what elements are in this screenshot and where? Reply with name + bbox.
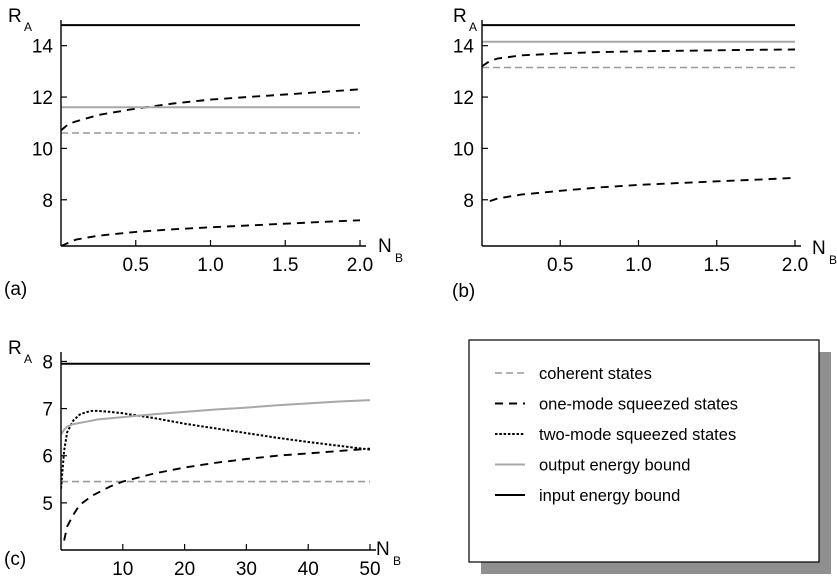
panel-b-label: (b) — [452, 281, 475, 302]
panel-a: 8 10 12 14 0.5 1.0 1.5 2.0 R A NB (a) — [4, 6, 403, 300]
panel-a-series-one-mode-1 — [61, 219, 361, 246]
legend-box — [468, 339, 820, 563]
panel-a-x-label-sub: B — [395, 251, 403, 265]
panel-b-series-one-mode-2 — [482, 48, 796, 67]
panel-a-y-tick-label: 8 — [42, 191, 53, 212]
panel-c-y-tick-label: 6 — [42, 447, 53, 468]
panel-c-label: (c) — [4, 549, 26, 570]
panel-c-y-tick-label: 5 — [42, 494, 53, 515]
legend-label-one-mode: one-mode squeezed states — [539, 396, 738, 414]
legend-label-input: input energy bound — [539, 487, 680, 505]
panel-b: 8 10 12 14 0.5 1.0 1.5 2.0 R A NB (b) — [452, 6, 837, 302]
panel-a-series — [61, 24, 361, 246]
legend-label-coherent: coherent states — [539, 365, 652, 383]
panel-a-y-label-sub: A — [24, 20, 32, 34]
panel-b-y-label: R — [453, 6, 467, 27]
panel-c-x-tick-label: 30 — [236, 559, 257, 576]
panel-b-y-tick-label: 8 — [463, 191, 474, 212]
panel-c-y-tick-label: 8 — [42, 352, 53, 373]
panel-c-x-label-sub: B — [393, 554, 401, 568]
panel-a-x-tick-label: 0.5 — [123, 255, 149, 276]
panel-c-y-label-sub: A — [24, 352, 32, 366]
panel-c-series-output-3 — [61, 399, 371, 436]
panel-c: 5 6 7 8 10 20 30 40 50 R A NB (c) — [4, 338, 401, 576]
panel-b-x-tick-label: 1.5 — [704, 255, 730, 276]
panel-b-x-label-sub: B — [829, 253, 837, 267]
panel-a-series-one-mode-2 — [61, 88, 361, 132]
panel-c-x-tick-label: 20 — [174, 559, 195, 576]
panel-c-series-one-mode-1 — [63, 447, 371, 541]
panel-a-y-label: R — [8, 6, 22, 27]
panel-a-y-tick-label: 10 — [32, 139, 53, 160]
panel-a-label: (a) — [4, 279, 27, 300]
legend-label-two-mode: two-mode squeezed states — [539, 426, 736, 444]
panel-a-y-tick-label: 14 — [32, 37, 54, 58]
legend: coherent states one-mode squeezed states t… — [468, 339, 831, 574]
panel-c-x-tick-label: 10 — [112, 559, 133, 576]
panel-a-x-label: N — [378, 236, 392, 257]
panel-c-x-tick-label: 50 — [359, 559, 380, 576]
panel-b-series-one-mode-1 — [489, 176, 796, 203]
panel-b-y-tick-label: 14 — [453, 37, 475, 58]
panel-c-y-tick-label: 7 — [42, 400, 53, 421]
panel-c-series — [61, 362, 371, 541]
panel-b-y-tick-label: 12 — [453, 88, 474, 109]
panel-b-y-tick-label: 10 — [453, 139, 474, 160]
panel-b-series — [482, 24, 796, 203]
panel-a-y-tick-label: 12 — [32, 88, 53, 109]
panel-a-x-tick-label: 2.0 — [347, 255, 373, 276]
panel-a-x-tick-label: 1.0 — [197, 255, 223, 276]
panel-b-x-tick-label: 1.0 — [625, 255, 651, 276]
panel-c-y-label: R — [8, 338, 22, 359]
panel-a-x-tick-label: 1.5 — [272, 255, 298, 276]
legend-label-output: output energy bound — [539, 457, 690, 475]
panel-c-x-label: N — [376, 539, 390, 560]
panel-c-x-tick-label: 40 — [298, 559, 319, 576]
panel-c-series-two-mode-2 — [61, 409, 371, 489]
panel-b-y-label-sub: A — [469, 20, 477, 34]
panel-b-x-tick-label: 0.5 — [547, 255, 573, 276]
panel-b-x-tick-label: 2.0 — [782, 255, 808, 276]
panel-b-x-label: N — [812, 238, 826, 259]
